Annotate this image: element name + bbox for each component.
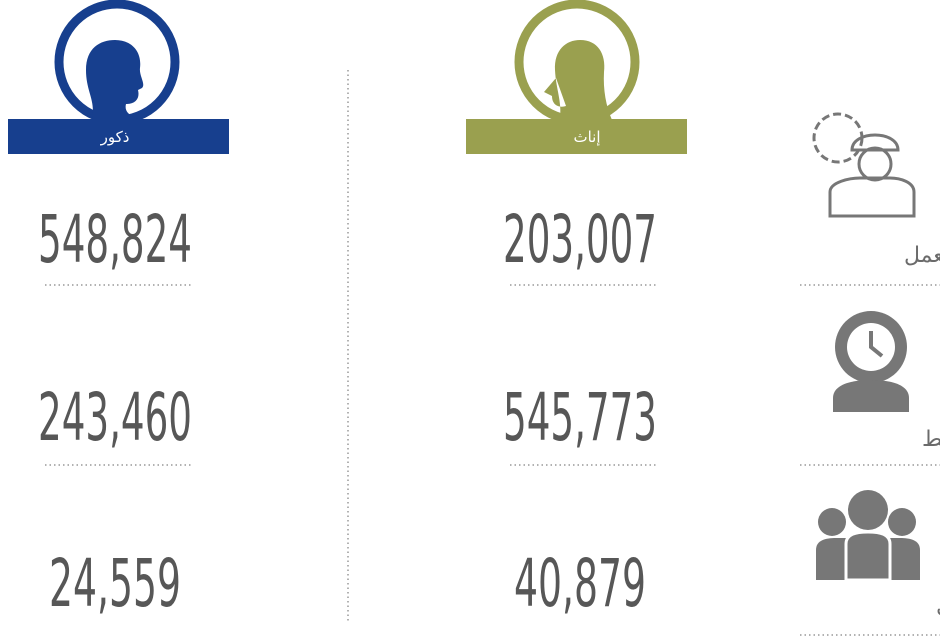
inactive-icon xyxy=(833,311,909,412)
category-label: باحث عن عمل xyxy=(936,593,940,618)
male-banner xyxy=(8,119,229,154)
value: 24,559 xyxy=(49,545,181,622)
category-label: يعمل xyxy=(904,243,940,268)
column-label: إناث xyxy=(573,128,600,146)
value: 40,879 xyxy=(514,545,646,622)
value: 545,773 xyxy=(503,379,657,456)
female-icon xyxy=(514,0,640,125)
value: 243,460 xyxy=(38,379,192,456)
seeker-icon xyxy=(816,490,920,582)
category-label: غير نشط xyxy=(922,427,940,452)
value: 548,824 xyxy=(38,201,192,278)
value: 203,007 xyxy=(503,201,657,278)
column-label: ذكور xyxy=(100,128,130,146)
male-icon xyxy=(54,0,180,125)
worker-icon xyxy=(812,112,916,218)
female-banner xyxy=(466,119,687,154)
